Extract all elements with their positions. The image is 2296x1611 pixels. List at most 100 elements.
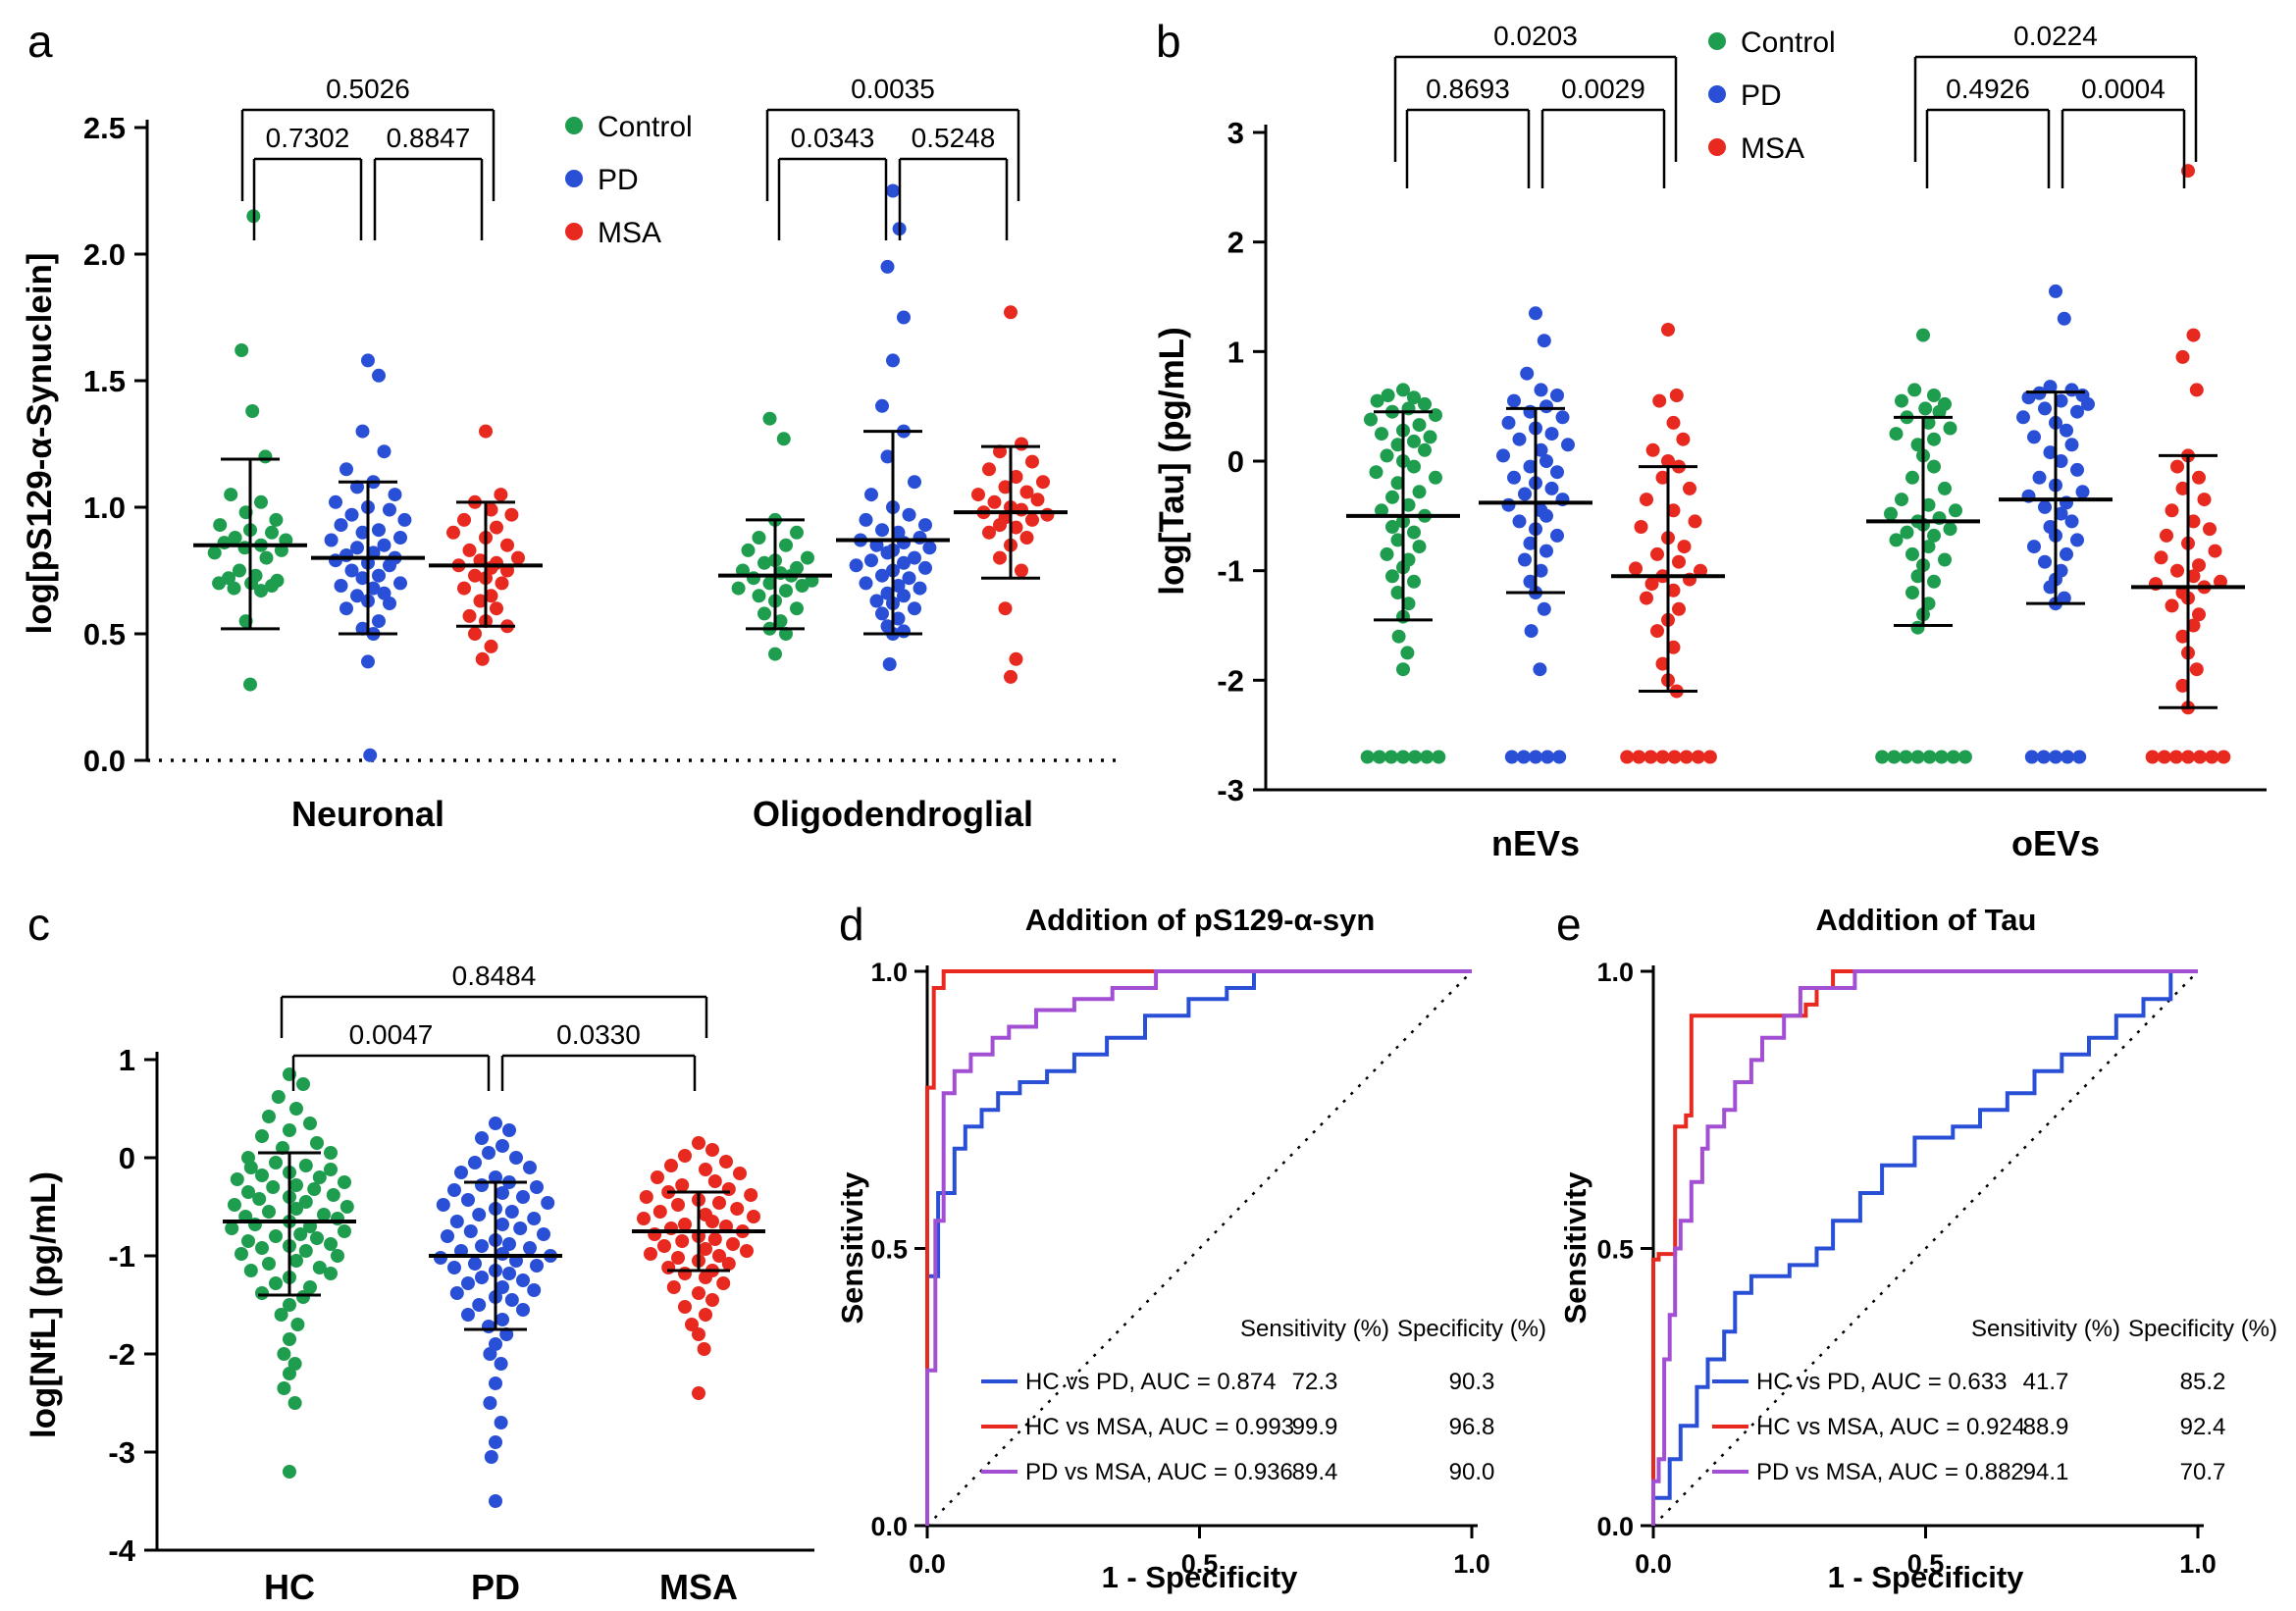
data-point bbox=[2049, 750, 2062, 764]
data-point bbox=[355, 571, 370, 586]
data-point bbox=[1916, 328, 1930, 342]
data-point bbox=[283, 1367, 296, 1380]
data-point bbox=[296, 1290, 310, 1304]
legend-label: PD bbox=[598, 164, 639, 196]
data-point bbox=[1900, 525, 1914, 540]
y-tick-label: -2 bbox=[1217, 663, 1244, 698]
data-point bbox=[475, 651, 490, 666]
data-point bbox=[699, 1308, 712, 1322]
data-point bbox=[241, 1185, 255, 1199]
data-point bbox=[697, 1342, 711, 1356]
y-tick-label: 1.0 bbox=[1596, 958, 1634, 987]
y-tick-label: -1 bbox=[1217, 554, 1244, 589]
data-point bbox=[1875, 750, 1890, 764]
data-point bbox=[1372, 750, 1386, 764]
data-point bbox=[918, 518, 932, 533]
data-point bbox=[1385, 490, 1399, 504]
data-point bbox=[468, 1156, 482, 1169]
data-point bbox=[2203, 522, 2217, 537]
data-point bbox=[298, 1244, 313, 1258]
data-point bbox=[2165, 503, 2179, 518]
data-point bbox=[2043, 580, 2058, 595]
data-point bbox=[801, 550, 814, 565]
data-point bbox=[243, 677, 257, 692]
data-point bbox=[2160, 528, 2173, 543]
data-point bbox=[479, 424, 493, 439]
x-tick-label: 0.0 bbox=[1635, 1549, 1672, 1579]
legend-sensitivity-value: 89.4 bbox=[1292, 1459, 1338, 1485]
y-tick-label: 0 bbox=[119, 1141, 135, 1175]
data-point bbox=[875, 523, 889, 538]
category-label: Oligodendroglial bbox=[753, 794, 1033, 834]
data-point bbox=[908, 550, 921, 565]
data-point bbox=[2157, 750, 2171, 764]
data-point bbox=[882, 657, 897, 671]
data-point bbox=[207, 546, 222, 560]
data-point bbox=[2197, 493, 2212, 507]
data-point bbox=[303, 1117, 317, 1130]
y-tick-label: 0.0 bbox=[1596, 1512, 1634, 1541]
data-point bbox=[447, 1183, 461, 1197]
legend-specificity-value: 70.7 bbox=[2180, 1459, 2226, 1485]
y-axis-title: log[pS129-α-Synuclein] bbox=[21, 252, 59, 634]
data-point bbox=[1661, 454, 1675, 468]
data-point bbox=[779, 538, 793, 552]
data-point bbox=[228, 531, 242, 545]
data-point bbox=[483, 1396, 497, 1410]
data-point bbox=[462, 543, 477, 557]
data-point bbox=[496, 1186, 509, 1200]
data-point bbox=[225, 1221, 239, 1235]
data-point bbox=[1523, 459, 1538, 474]
data-point bbox=[1418, 442, 1432, 457]
data-point bbox=[235, 343, 249, 357]
data-point bbox=[496, 1139, 509, 1153]
data-point bbox=[1550, 465, 1564, 480]
data-point bbox=[2214, 574, 2227, 589]
data-point bbox=[1539, 454, 1553, 468]
data-point bbox=[1667, 750, 1682, 764]
data-point bbox=[447, 1261, 461, 1274]
data-point bbox=[1529, 306, 1542, 321]
p-value-label: 0.8693 bbox=[1426, 74, 1510, 104]
panel-letter: b bbox=[1156, 16, 1181, 67]
data-point bbox=[289, 1178, 303, 1192]
data-point bbox=[2192, 470, 2206, 485]
data-point bbox=[254, 584, 268, 598]
data-point bbox=[1496, 448, 1510, 463]
data-point bbox=[2186, 618, 2201, 633]
data-point bbox=[1652, 393, 1667, 408]
legend-specificity-value: 85.2 bbox=[2180, 1369, 2226, 1395]
data-point bbox=[338, 1175, 351, 1189]
data-point bbox=[1407, 525, 1421, 540]
data-point bbox=[657, 1239, 671, 1253]
x-axis-title: 1 - Specificity bbox=[1828, 1560, 2025, 1594]
data-point bbox=[1540, 750, 1555, 764]
data-point bbox=[484, 1450, 498, 1464]
data-point bbox=[2024, 750, 2039, 764]
data-point bbox=[513, 1221, 528, 1235]
data-point bbox=[1895, 493, 1908, 507]
data-point bbox=[1407, 574, 1421, 589]
data-point bbox=[699, 1163, 712, 1176]
data-point bbox=[523, 1161, 537, 1174]
data-point bbox=[289, 1254, 303, 1268]
legend-label: Control bbox=[598, 111, 693, 143]
data-point bbox=[262, 1110, 276, 1123]
legend-swatch bbox=[1708, 32, 1726, 50]
data-point bbox=[1927, 432, 1941, 446]
data-point bbox=[779, 627, 793, 641]
data-point bbox=[699, 1242, 712, 1256]
data-point bbox=[1429, 470, 1442, 485]
data-point bbox=[762, 576, 777, 591]
data-point bbox=[269, 1156, 283, 1169]
data-point bbox=[283, 1332, 296, 1346]
data-point bbox=[2036, 750, 2051, 764]
legend-sensitivity-value: 41.7 bbox=[2023, 1369, 2069, 1395]
data-point bbox=[1396, 750, 1410, 764]
data-point bbox=[1661, 323, 1675, 337]
data-point bbox=[436, 1198, 450, 1212]
data-point bbox=[1518, 487, 1532, 501]
data-point bbox=[500, 538, 514, 552]
data-point bbox=[1676, 432, 1691, 446]
y-tick-label: 3 bbox=[1227, 116, 1244, 150]
